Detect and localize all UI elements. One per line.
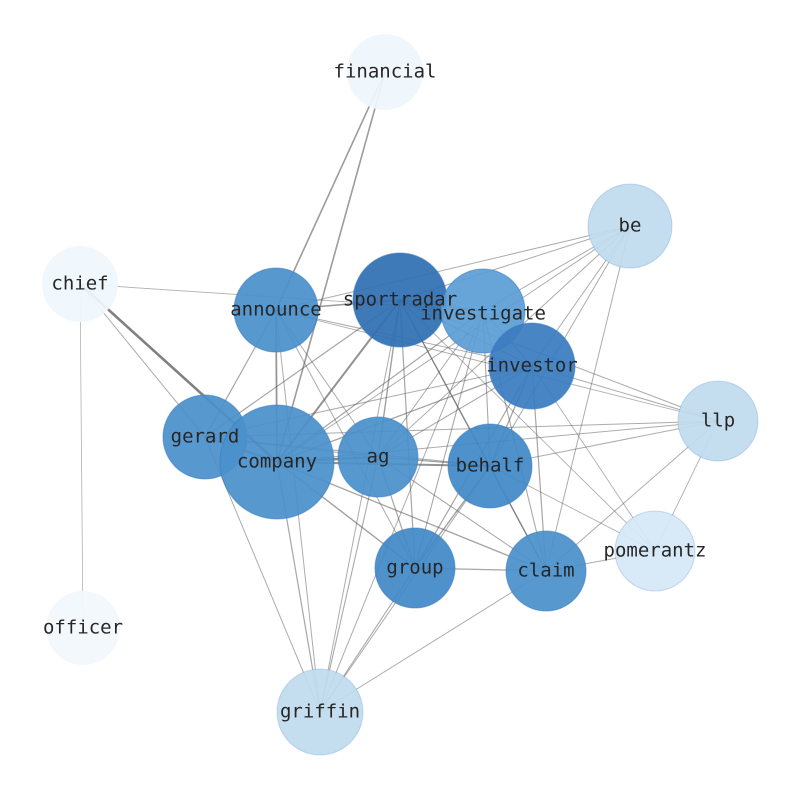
graph-node-be[interactable] (587, 183, 673, 269)
graph-edge (79, 283, 84, 629)
graph-node-investor[interactable] (488, 322, 576, 410)
graph-edge (275, 71, 386, 311)
graph-edge (414, 310, 484, 569)
graph-edge (319, 310, 484, 713)
nodes-layer (42, 34, 759, 756)
graph-edge (545, 225, 631, 572)
graph-node-ag[interactable] (337, 416, 419, 498)
graph-edge (319, 570, 547, 713)
graph-edge (276, 225, 631, 463)
graph-node-llp[interactable] (677, 380, 759, 462)
graph-node-investigate[interactable] (440, 268, 526, 354)
graph-node-behalf[interactable] (447, 423, 533, 509)
graph-edge (276, 71, 386, 463)
graph-node-pomerantz[interactable] (614, 510, 696, 592)
graph-node-claim[interactable] (505, 530, 587, 612)
edges-layer (78, 71, 719, 713)
graph-node-sportradar[interactable] (352, 252, 448, 348)
graph-node-griffin[interactable] (276, 668, 364, 756)
graph-node-financial[interactable] (347, 34, 423, 110)
graph-node-announce[interactable] (233, 267, 319, 353)
graph-edge (319, 299, 401, 713)
graph-node-chief[interactable] (42, 246, 118, 322)
graph-edge (275, 225, 631, 311)
graph-node-company[interactable] (219, 404, 335, 520)
graph-node-group[interactable] (374, 527, 456, 609)
graph-edge (319, 456, 379, 713)
graph-edge (399, 299, 656, 552)
graph-node-officer[interactable] (46, 591, 120, 665)
